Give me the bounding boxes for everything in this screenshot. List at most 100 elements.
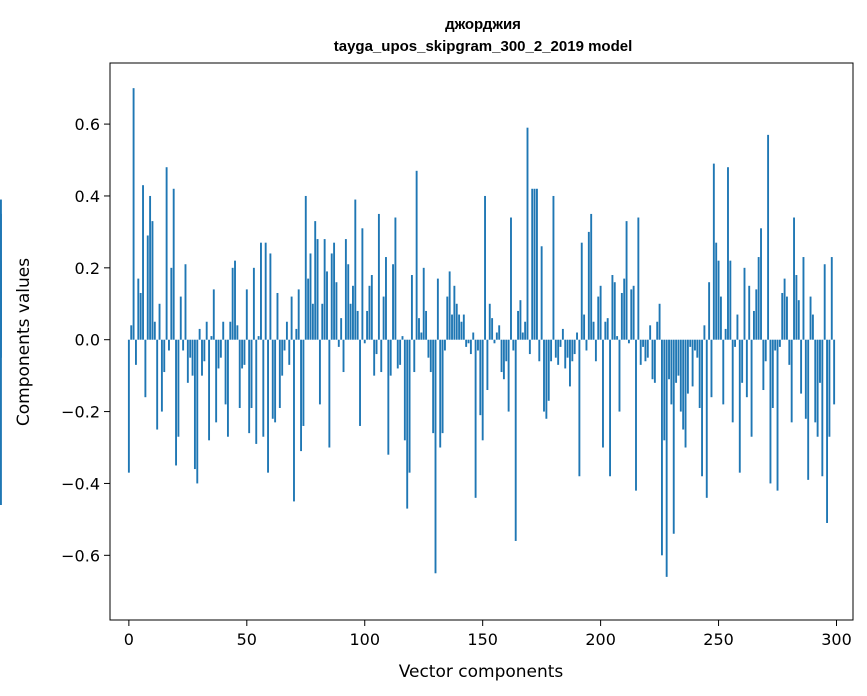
bar-214 bbox=[632, 285, 635, 340]
bar-16 bbox=[165, 167, 168, 340]
bar-80 bbox=[316, 239, 319, 340]
bar-193 bbox=[583, 314, 586, 340]
bar-186 bbox=[566, 339, 569, 358]
bar-129 bbox=[432, 339, 435, 434]
bar-196 bbox=[590, 213, 593, 340]
bar-279 bbox=[786, 296, 788, 340]
bar-36 bbox=[212, 289, 215, 340]
bar-105 bbox=[375, 339, 378, 355]
bar-153 bbox=[488, 303, 491, 340]
bar-256 bbox=[731, 339, 734, 423]
bar-68 bbox=[288, 339, 291, 365]
bar-213 bbox=[630, 289, 633, 340]
bar-undefined bbox=[0, 339, 2, 505]
bar-267 bbox=[757, 257, 760, 340]
bar-33 bbox=[205, 321, 208, 340]
bar-140 bbox=[458, 314, 461, 340]
bar-10 bbox=[151, 221, 154, 340]
bar-205 bbox=[611, 275, 614, 340]
bar-52 bbox=[250, 339, 253, 408]
bar-136 bbox=[448, 271, 451, 340]
bar-81 bbox=[318, 339, 321, 405]
bar-150 bbox=[481, 339, 484, 441]
bar-185 bbox=[564, 339, 567, 369]
bar-17 bbox=[168, 339, 170, 351]
bar-262 bbox=[745, 339, 748, 398]
bar-291 bbox=[814, 339, 817, 423]
bar-23 bbox=[182, 339, 185, 351]
bar-285 bbox=[800, 339, 803, 394]
bar-111 bbox=[389, 339, 392, 376]
bar-235 bbox=[682, 339, 685, 430]
bar-148 bbox=[477, 339, 479, 351]
bar-137 bbox=[451, 314, 453, 340]
bar-142 bbox=[462, 314, 465, 340]
bar-63 bbox=[276, 292, 279, 340]
bar-39 bbox=[219, 339, 222, 358]
bar-85 bbox=[328, 339, 331, 448]
bar-202 bbox=[604, 321, 607, 340]
bar-182 bbox=[557, 339, 560, 365]
bar-194 bbox=[585, 339, 588, 351]
bar-189 bbox=[573, 339, 576, 355]
bar-165 bbox=[517, 310, 520, 340]
bar-71 bbox=[295, 328, 298, 340]
bar-82 bbox=[321, 303, 324, 340]
bar-229 bbox=[668, 339, 670, 380]
bar-216 bbox=[637, 217, 640, 340]
bar-126 bbox=[425, 310, 428, 340]
bar-168 bbox=[524, 321, 527, 340]
bar-238 bbox=[689, 339, 692, 347]
bar-281 bbox=[790, 339, 793, 423]
bar-220 bbox=[646, 339, 649, 358]
bar-271 bbox=[767, 134, 770, 340]
bar-53 bbox=[252, 267, 255, 340]
bar-207 bbox=[616, 336, 619, 340]
bar-121 bbox=[413, 339, 416, 373]
bar-125 bbox=[422, 267, 425, 340]
x-axis-label: Vector components bbox=[399, 662, 564, 682]
bar-98 bbox=[359, 339, 361, 426]
y-axis-label: Components values bbox=[14, 258, 34, 426]
bar-217 bbox=[639, 339, 642, 365]
bar-158 bbox=[500, 339, 503, 373]
bar-198 bbox=[594, 339, 597, 362]
bar-254 bbox=[727, 167, 729, 340]
bar-299 bbox=[833, 339, 836, 405]
bar-116 bbox=[401, 336, 404, 340]
bar-41 bbox=[224, 339, 227, 405]
bar-109 bbox=[385, 257, 387, 340]
bar-76 bbox=[307, 278, 310, 340]
bar-62 bbox=[274, 339, 277, 423]
bar-293 bbox=[819, 339, 821, 383]
bar-58 bbox=[264, 242, 267, 340]
bar-86 bbox=[330, 253, 333, 340]
y-tick-label: 0.4 bbox=[75, 187, 100, 206]
bar-278 bbox=[783, 278, 786, 340]
bar-139 bbox=[455, 303, 458, 340]
bar-241 bbox=[696, 339, 699, 358]
bar-231 bbox=[672, 339, 675, 534]
bar-169 bbox=[526, 127, 529, 340]
bar-46 bbox=[236, 325, 239, 340]
bar-107 bbox=[380, 339, 383, 373]
bar-166 bbox=[519, 300, 522, 340]
bar-91 bbox=[342, 339, 345, 373]
bar-174 bbox=[538, 339, 541, 362]
bar-25 bbox=[186, 339, 189, 383]
bar-120 bbox=[410, 275, 413, 340]
bar-24 bbox=[184, 264, 187, 340]
bar-247 bbox=[710, 339, 713, 398]
chart-subtitle: tayga_upos_skipgram_300_2_2019 model bbox=[334, 38, 633, 55]
bar-31 bbox=[201, 339, 203, 376]
bar-232 bbox=[675, 339, 678, 383]
bar-59 bbox=[267, 339, 269, 473]
bar-183 bbox=[559, 339, 562, 347]
y-tick-label: −0.4 bbox=[61, 474, 100, 493]
bar-188 bbox=[571, 339, 574, 362]
bar-170 bbox=[528, 339, 531, 355]
bar-135 bbox=[446, 296, 449, 340]
bar-200 bbox=[599, 285, 602, 340]
bar-258 bbox=[736, 314, 739, 340]
